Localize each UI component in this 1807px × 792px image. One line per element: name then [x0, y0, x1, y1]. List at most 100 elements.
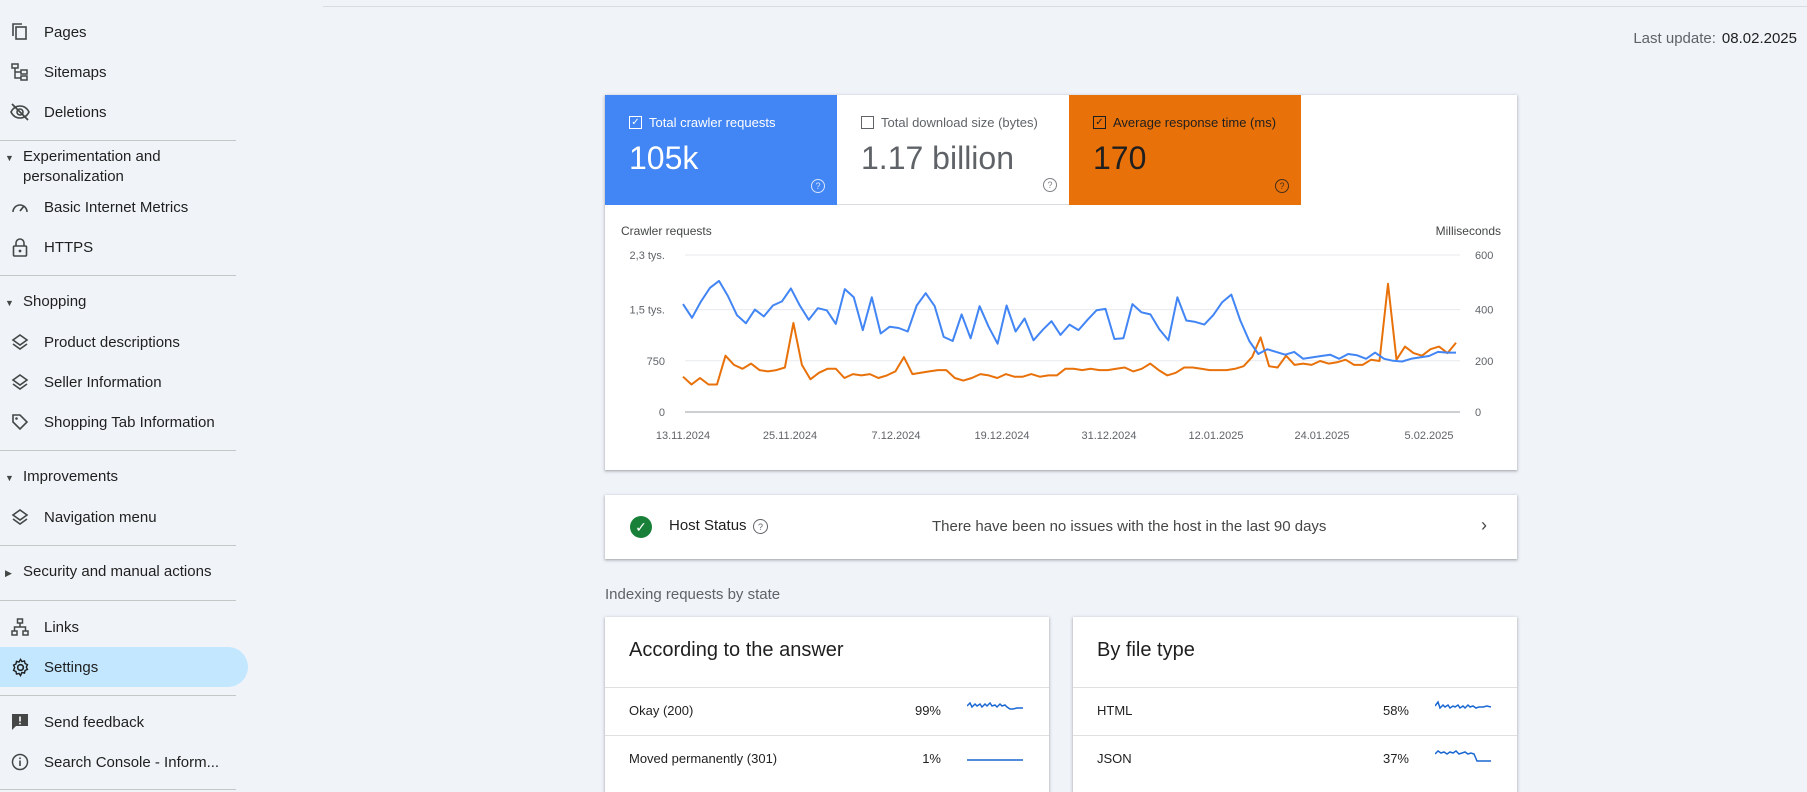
- divider: [0, 600, 236, 601]
- sidebar-item-label: Send feedback: [44, 713, 145, 731]
- sidebar-item-label: Shopping Tab Information: [44, 413, 215, 431]
- host-status-card[interactable]: ✓ Host Status ? There have been no issue…: [605, 495, 1517, 559]
- x-tick-label: 31.12.2024: [1081, 430, 1136, 442]
- sidebar-item-sitemaps[interactable]: Sitemaps: [0, 52, 236, 92]
- x-tick-label: 12.01.2025: [1188, 430, 1243, 442]
- section-shopping[interactable]: ▼ Shopping: [0, 292, 236, 313]
- caret-right-icon: ▶: [5, 568, 12, 578]
- sidebar-item-shopping-tab-information[interactable]: Shopping Tab Information: [0, 402, 236, 442]
- card-title: By file type: [1097, 639, 1195, 661]
- row-name: Okay (200): [629, 703, 694, 718]
- section-experimentation[interactable]: ▼ Experimentation and personalization: [0, 147, 236, 187]
- sidebar-item-label: HTTPS: [44, 238, 94, 256]
- caret-down-icon: ▼: [5, 298, 14, 308]
- metric-value: 170: [1093, 140, 1147, 176]
- sidebar-item-links[interactable]: Links: [0, 607, 236, 647]
- x-tick-label: 25.11.2024: [763, 430, 817, 442]
- section-label: Experimentation and personalization: [23, 148, 161, 185]
- metric-value: 1.17 billion: [861, 140, 1014, 176]
- sitemap-icon: [9, 61, 31, 83]
- host-status-title: Host Status: [669, 517, 747, 534]
- gear-icon: [9, 656, 31, 678]
- help-icon[interactable]: ?: [811, 179, 825, 193]
- sidebar-item-https[interactable]: HTTPS: [0, 227, 236, 267]
- x-tick-label: 7.12.2024: [872, 430, 921, 442]
- table-row[interactable]: JSON 37%: [1073, 735, 1517, 783]
- layers-icon: [9, 371, 31, 393]
- metric-total-download-size[interactable]: Total download size (bytes) 1.17 billion…: [837, 95, 1069, 205]
- sidebar-item-label: Sitemaps: [44, 63, 107, 81]
- right-tick-label: 600: [1475, 250, 1493, 262]
- metric-value: 105k: [629, 140, 699, 176]
- sidebar-item-label: Deletions: [44, 103, 107, 121]
- pages-icon: [9, 21, 31, 43]
- sidebar-item-basic-internet-metrics[interactable]: Basic Internet Metrics: [0, 187, 236, 227]
- by-file-type-card: By file type HTML 58% JSON 37%: [1073, 617, 1517, 792]
- last-update: Last update: 08.02.2025: [1633, 30, 1797, 47]
- metric-total-crawler-requests[interactable]: ✓ Total crawler requests 105k ?: [605, 95, 837, 205]
- right-tick-label: 0: [1475, 407, 1481, 419]
- sidebar-item-product-descriptions[interactable]: Product descriptions: [0, 322, 236, 362]
- left-tick-label: 1,5 tys.: [630, 305, 665, 317]
- sidebar-item-search-console-info[interactable]: Search Console - Inform...: [0, 742, 236, 782]
- sidebar-item-pages[interactable]: Pages: [0, 12, 236, 52]
- eye-off-icon: [9, 101, 31, 123]
- table-row[interactable]: Moved permanently (301) 1%: [605, 735, 1049, 783]
- sidebar-item-deletions[interactable]: Deletions: [0, 92, 236, 132]
- chevron-right-icon[interactable]: ›: [1481, 515, 1487, 535]
- section-label: Shopping: [23, 293, 87, 310]
- help-icon[interactable]: ?: [1043, 178, 1057, 192]
- metric-average-response-time[interactable]: ✓ Average response time (ms) 170 ?: [1069, 95, 1301, 205]
- crawl-stats-chart: Crawler requests Milliseconds 2,3 tys. 60…: [621, 224, 1501, 442]
- row-name: Moved permanently (301): [629, 751, 778, 766]
- right-tick-label: 200: [1475, 356, 1493, 368]
- indexing-section-label: Indexing requests by state: [605, 586, 781, 603]
- section-label: Improvements: [23, 468, 119, 485]
- section-security[interactable]: ▶ Security and manual actions: [0, 562, 236, 583]
- left-tick-label: 750: [647, 356, 665, 368]
- row-percent: 58%: [1382, 703, 1409, 718]
- divider: [0, 140, 236, 141]
- x-tick-label: 19.12.2024: [974, 430, 1029, 442]
- layers-icon: [9, 506, 31, 528]
- row-name: JSON: [1097, 751, 1132, 766]
- checkbox-checked-icon[interactable]: ✓: [629, 116, 642, 129]
- right-axis-title: Milliseconds: [1436, 224, 1501, 238]
- checkbox-checked-icon[interactable]: ✓: [1093, 116, 1106, 129]
- metric-label: Total download size (bytes): [881, 115, 1038, 130]
- sidebar-item-label: Seller Information: [44, 373, 162, 391]
- divider: [0, 275, 236, 276]
- help-icon[interactable]: ?: [753, 519, 768, 534]
- left-axis-title: Crawler requests: [621, 224, 712, 238]
- sidebar-item-seller-information[interactable]: Seller Information: [0, 362, 236, 402]
- series-crawler-requests: [682, 279, 1456, 363]
- by-answer-card: According to the answer Okay (200) 99% M…: [605, 617, 1049, 792]
- sidebar-item-navigation-menu[interactable]: Navigation menu: [0, 497, 236, 537]
- help-icon[interactable]: ?: [1275, 179, 1289, 193]
- table-row[interactable]: Okay (200) 99%: [605, 687, 1049, 735]
- header-divider: [323, 6, 1807, 7]
- last-update-value: 08.02.2025: [1721, 30, 1797, 47]
- divider: [0, 450, 236, 451]
- divider: [0, 789, 236, 790]
- x-tick-label: 24.01.2025: [1294, 430, 1349, 442]
- row-percent: 1%: [922, 751, 941, 766]
- sparkline: [967, 759, 1023, 761]
- host-status-message: There have been no issues with the host …: [932, 518, 1327, 535]
- metric-label: Average response time (ms): [1113, 115, 1277, 130]
- checkbox-unchecked-icon[interactable]: [861, 116, 874, 129]
- sparkline: [1435, 700, 1491, 710]
- sidebar-item-send-feedback[interactable]: Send feedback: [0, 702, 236, 742]
- table-row[interactable]: HTML 58%: [1073, 687, 1517, 735]
- last-update-label: Last update:: [1633, 30, 1716, 47]
- sidebar: Pages Sitemaps Deletions ▼ Experimentati…: [0, 0, 262, 792]
- left-tick-label: 0: [659, 407, 665, 419]
- feedback-icon: [9, 711, 31, 733]
- card-title: According to the answer: [629, 639, 844, 661]
- sidebar-item-label: Settings: [44, 658, 99, 676]
- sidebar-item-label: Product descriptions: [44, 333, 180, 351]
- section-improvements[interactable]: ▼ Improvements: [0, 467, 236, 488]
- sidebar-item-settings[interactable]: Settings: [0, 647, 248, 687]
- sidebar-item-label: Navigation menu: [44, 508, 157, 526]
- x-tick-label: 5.02.2025: [1405, 430, 1454, 442]
